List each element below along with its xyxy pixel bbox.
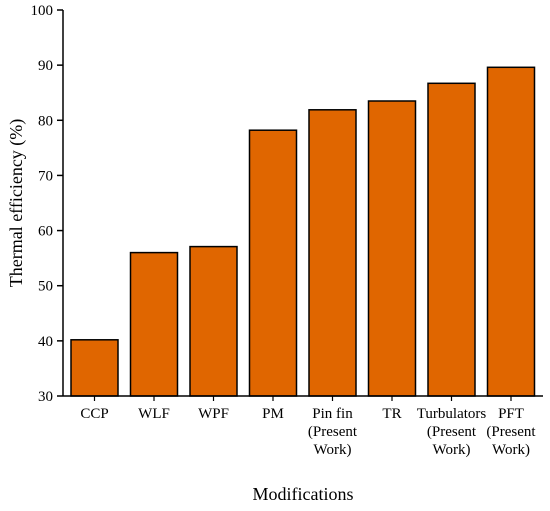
x-tick-label-line: (Present [308,424,358,440]
bar-6 [427,82,476,397]
x-tick-label-7: PFT (Present Work) [486,406,536,458]
x-tick-label-line: PM [262,406,284,422]
y-tick-label-2: 50 [38,279,53,295]
y-tick-label-7: 100 [31,3,54,19]
x-tick-label-0: CCP [80,406,108,422]
x-tick-label-line: WPF [198,406,229,422]
y-tick-label-1: 40 [38,334,53,350]
bar-3 [248,129,298,397]
y-axis-title: Thermal efficiency (%) [6,119,27,288]
y-tick-label-4: 70 [38,168,53,184]
x-tick-label-line: (Present [486,424,536,440]
bar-7 [486,66,536,397]
x-tick-label-line: Work) [314,442,352,458]
x-tick-label-line: WLF [138,406,170,422]
y-tick-label-5: 80 [38,113,53,129]
x-tick-label-2: WPF [198,406,229,422]
x-tick-label-3: PM [262,406,284,422]
bar-0 [70,339,119,397]
bar-4 [308,109,357,397]
x-tick-label-line: CCP [80,406,108,422]
x-axis-title: Modifications [253,484,354,504]
axes-layer [62,10,543,397]
x-tick-label-line: (Present [427,424,477,440]
x-tick-label-line: Work) [492,442,530,458]
y-ticks: 30 40 50 60 70 80 90 100 [31,3,63,405]
bar-1 [129,251,179,397]
x-tick-label-1: WLF [138,406,170,422]
bar-5 [367,100,417,397]
x-tick-label-4: Pin fin (Present Work) [308,406,358,458]
x-tick-label-line: Turbulators [417,406,487,422]
bar-2 [189,245,238,397]
y-tick-label-3: 60 [38,224,53,240]
x-tick-label-line: Pin fin [312,406,353,422]
x-tick-label-5: TR [382,406,401,422]
y-tick-label-6: 90 [38,58,53,74]
x-tick-label-line: TR [382,406,401,422]
x-tick-label-6: Turbulators (Present Work) [417,406,487,458]
x-tick-labels: CCP WLF WPF PM Pin fin (Present Work) TR Turbula… [80,396,536,458]
x-tick-label-line: PFT [498,406,524,422]
x-tick-label-line: Work) [433,442,471,458]
bars-layer [70,66,536,397]
y-tick-label-0: 30 [38,389,53,405]
